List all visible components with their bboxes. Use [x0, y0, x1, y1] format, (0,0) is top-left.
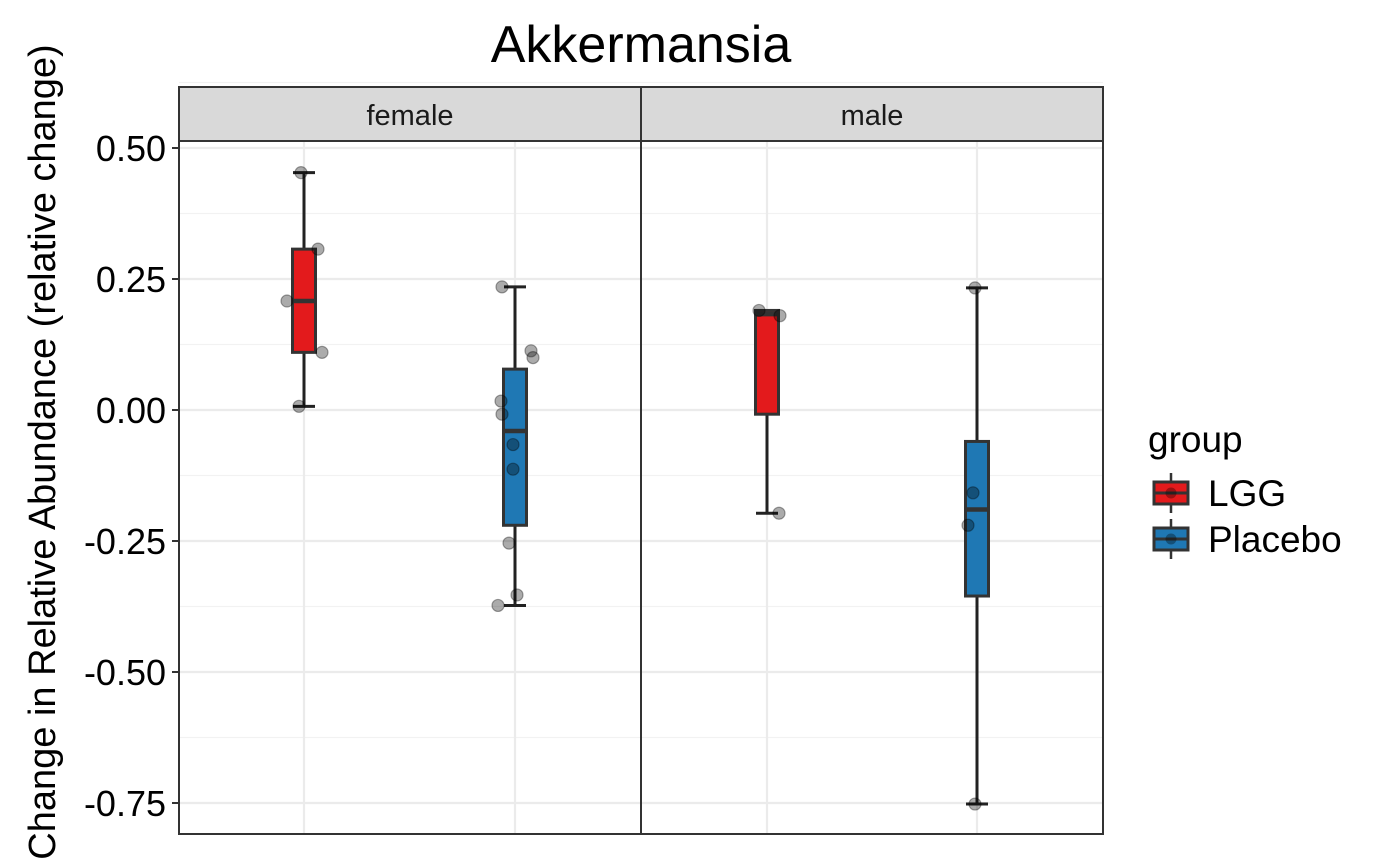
- data-point: [502, 536, 516, 550]
- data-point: [961, 518, 975, 532]
- y-tick-label: -0.25: [84, 521, 166, 562]
- box-male-LGG: [752, 303, 787, 520]
- data-point: [280, 294, 294, 308]
- data-point: [752, 303, 766, 318]
- legend-item-lgg: LGG: [1152, 473, 1286, 514]
- y-tick-label: 0.25: [96, 259, 166, 300]
- data-point: [294, 166, 308, 180]
- facet-label: female: [366, 100, 453, 132]
- box-iqr: [502, 367, 528, 527]
- box-iqr: [964, 439, 990, 598]
- plot-area: female male -0.75 -0.50 -0.25 0.00 0.25 0.50: [84, 81, 1104, 835]
- legend-key-point: [1165, 487, 1177, 499]
- data-point: [495, 280, 509, 294]
- data-point: [506, 462, 520, 476]
- legend-label: LGG: [1208, 473, 1286, 514]
- legend-key-point: [1165, 533, 1177, 545]
- data-point: [311, 242, 325, 256]
- box-male-Placebo: [961, 281, 990, 811]
- y-axis-title: Change in Relative Abundance (relative c…: [22, 44, 64, 859]
- data-point: [494, 394, 508, 408]
- legend: group LGG Placebo: [1148, 419, 1342, 560]
- data-point: [524, 344, 538, 358]
- y-tick-label: -0.50: [84, 652, 166, 693]
- facet-strip: [178, 86, 642, 142]
- facet-strip: [640, 86, 1104, 142]
- legend-label: Placebo: [1208, 519, 1342, 560]
- box-iqr: [754, 308, 780, 416]
- data-point: [968, 281, 982, 295]
- data-point: [292, 399, 306, 413]
- y-tick-label: 0.00: [96, 390, 166, 431]
- data-point: [773, 309, 787, 323]
- data-point: [506, 437, 520, 452]
- data-point: [495, 407, 509, 421]
- legend-item-placebo: Placebo: [1152, 519, 1342, 560]
- chart-title: Akkermansia: [491, 16, 792, 74]
- panel-background: [641, 141, 1103, 834]
- data-point: [772, 506, 786, 520]
- box-female-Placebo: [491, 280, 540, 613]
- legend-title: group: [1148, 419, 1243, 460]
- box-female-LGG: [280, 166, 329, 413]
- data-point: [966, 486, 980, 500]
- data-point: [491, 598, 505, 613]
- data-point: [968, 797, 982, 811]
- data-point: [315, 345, 329, 359]
- data-point: [510, 588, 524, 602]
- panel-background: [179, 141, 641, 834]
- facet-label: male: [841, 100, 904, 132]
- y-tick-label: 0.50: [96, 128, 166, 169]
- y-tick-label: -0.75: [84, 783, 166, 824]
- data-point: [526, 351, 540, 365]
